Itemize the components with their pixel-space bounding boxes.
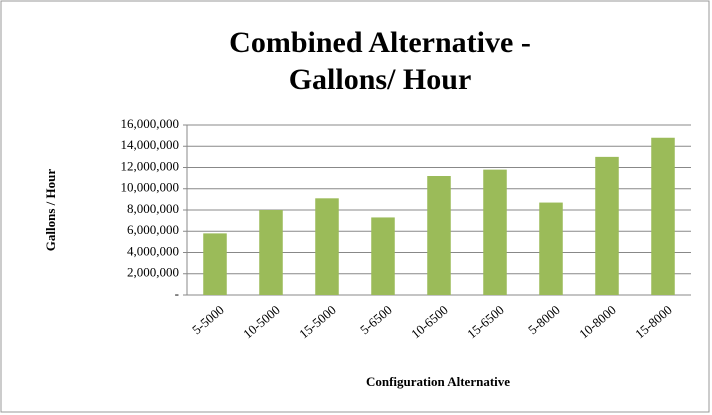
bar (259, 210, 283, 295)
y-tick-label: 4,000,000 (127, 243, 179, 258)
bar (483, 169, 507, 295)
bar (651, 137, 675, 295)
y-tick-label: 8,000,000 (127, 201, 179, 216)
chart-title: Combined Alternative - Gallons/ Hour (229, 26, 531, 96)
y-tick-label: 16,000,000 (121, 116, 180, 131)
y-tick-label: 2,000,000 (127, 265, 179, 280)
bar (203, 233, 227, 295)
y-tick-label: 6,000,000 (127, 222, 179, 237)
y-tick-label: - (175, 286, 179, 301)
bar (539, 202, 563, 295)
bar (315, 198, 339, 295)
x-axis-label: Configuration Alternative (366, 374, 510, 389)
y-axis-label: Gallons / Hour (43, 169, 58, 252)
bar (427, 176, 451, 295)
y-tick-label: 10,000,000 (121, 180, 180, 195)
bar (595, 156, 619, 295)
bar (371, 217, 395, 295)
y-tick-label: 14,000,000 (121, 137, 180, 152)
y-tick-label: 12,000,000 (121, 158, 180, 173)
